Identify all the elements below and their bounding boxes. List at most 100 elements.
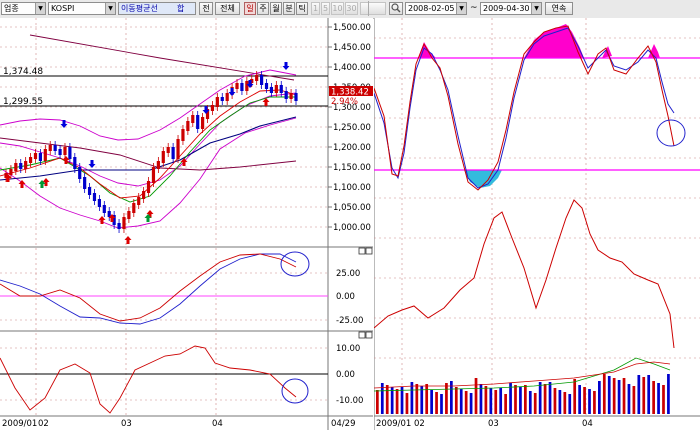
- volume-bar: [489, 388, 493, 414]
- interval-5-button[interactable]: 5: [321, 2, 330, 15]
- osc-tick-label: 25.00: [336, 269, 360, 279]
- view-all-button[interactable]: 전체: [215, 2, 240, 15]
- interval-10-button[interactable]: 10: [331, 2, 344, 15]
- change-percent-text: 2.94%: [331, 97, 358, 107]
- chart-type-select[interactable]: 이동평균선 합: [118, 2, 196, 15]
- volume-bar: [440, 394, 443, 414]
- volume-bar: [548, 382, 552, 414]
- volume-bar: [524, 385, 527, 414]
- right-chart-panel[interactable]: 2009/01 02 03 04: [374, 18, 700, 430]
- candle-body: [264, 83, 269, 89]
- volume-bar: [385, 385, 389, 414]
- volume-bar: [400, 387, 404, 414]
- period-week-button[interactable]: 주: [257, 2, 269, 15]
- calendar-icon: ▼: [456, 3, 466, 14]
- calendar-icon: ▼: [531, 3, 541, 14]
- interval-1-button[interactable]: 1: [311, 2, 320, 15]
- volume-bar: [662, 385, 665, 414]
- volume-bar: [410, 382, 414, 414]
- candle-body: [240, 83, 244, 91]
- start-date-input[interactable]: 2008-02-05 ▼: [405, 2, 467, 15]
- end-date-input[interactable]: 2009-04-30 ▼: [480, 2, 542, 15]
- candlestick-series: [4, 71, 298, 233]
- price-tick-label: 1,500.00: [333, 23, 371, 33]
- candle-body: [171, 147, 175, 159]
- osc-main-line: [0, 253, 297, 322]
- period-day-button[interactable]: 일: [244, 2, 256, 15]
- volume-bar: [504, 394, 507, 414]
- chart-type-label: 이동평균선: [121, 4, 158, 13]
- candle-body: [142, 191, 146, 199]
- market-select[interactable]: 업종 ▼: [1, 2, 46, 15]
- lower-tick-label: -10.00: [336, 396, 363, 406]
- lower-axis: 10.00 0.00 -10.00: [336, 344, 363, 406]
- candle-body: [225, 93, 229, 101]
- period-minute-button[interactable]: 분: [283, 2, 295, 15]
- volume-bar: [469, 393, 473, 414]
- current-price-text: 1,338.42: [331, 88, 369, 98]
- interval-input[interactable]: [360, 2, 386, 15]
- candle-body: [181, 129, 185, 141]
- momentum-line: [374, 199, 675, 349]
- lower-tick-label: 0.00: [336, 370, 355, 380]
- candle-body: [146, 181, 151, 193]
- pane-controls[interactable]: [358, 247, 373, 339]
- continuous-button[interactable]: 연속: [545, 2, 573, 15]
- lower-indicator-line: [0, 345, 297, 414]
- start-date-value: 2008-02-05: [408, 4, 455, 13]
- interval-30-button[interactable]: 30: [345, 2, 358, 15]
- full-button[interactable]: 전: [199, 2, 213, 15]
- candle-body: [33, 153, 38, 159]
- volume-bar: [435, 392, 438, 414]
- volume-bar: [519, 387, 522, 414]
- up-arrow-signal-icon: [62, 156, 70, 164]
- volume-bar: [573, 379, 577, 414]
- right-date-label-mar: 03: [488, 419, 499, 429]
- volume-bar: [657, 383, 660, 414]
- chart-type-suffix: 합: [177, 4, 185, 13]
- volume-bar: [637, 375, 641, 414]
- up-arrow-signal-icon: [38, 180, 46, 188]
- volume-bar: [499, 388, 503, 414]
- date-separator: ~: [470, 3, 478, 13]
- index-select[interactable]: KOSPI ▼: [48, 2, 116, 15]
- panel-close-icon[interactable]: [358, 331, 366, 339]
- search-button[interactable]: [389, 2, 403, 15]
- osc-signal-line: [0, 253, 297, 325]
- down-arrow-signal-icon: [282, 62, 290, 70]
- period-month-button[interactable]: 월: [270, 2, 282, 15]
- down-arrow-signal-icon: [202, 106, 210, 114]
- candle-body: [43, 149, 47, 161]
- up-arrow-signal-icon: [124, 236, 132, 244]
- up-arrow-signal-icon: [146, 210, 154, 218]
- volume-bar: [568, 394, 572, 414]
- period-tick-button[interactable]: 틱: [296, 2, 308, 15]
- volume-bar: [464, 391, 468, 414]
- left-chart-panel[interactable]: 1,374.48 1,299.55 1,500.00 1,450.00 1,400.…: [0, 18, 373, 430]
- candle-body: [112, 215, 116, 225]
- volume-bar: [405, 393, 409, 414]
- panel-max-icon[interactable]: [365, 247, 373, 255]
- volume-bar: [445, 383, 448, 414]
- volume-ma-line: [374, 357, 671, 392]
- candle-body: [210, 105, 215, 111]
- date-label-mar: 03: [121, 419, 132, 429]
- right-date-label-jan: 2009/01: [376, 419, 411, 429]
- chevron-down-icon: ▼: [35, 3, 45, 14]
- volume-bar: [652, 381, 655, 414]
- volume-bar: [578, 385, 581, 414]
- panel-close-icon[interactable]: [358, 247, 366, 255]
- up-arrow-signal-icon: [18, 180, 26, 188]
- volume-bar: [395, 389, 399, 414]
- volume-bar: [622, 378, 626, 414]
- right-date-label-apr: 04: [582, 419, 593, 429]
- candle-body: [63, 147, 67, 155]
- price-tick-label: 1,000.00: [333, 223, 371, 233]
- volume-bars: [376, 374, 670, 414]
- panel-max-icon[interactable]: [365, 331, 373, 339]
- candle-body: [24, 161, 28, 169]
- long-trend-line: [29, 34, 295, 81]
- ma-mid-line: [0, 116, 297, 181]
- highlight-oval-stoch: [656, 119, 686, 147]
- overbought-fill: [524, 24, 584, 58]
